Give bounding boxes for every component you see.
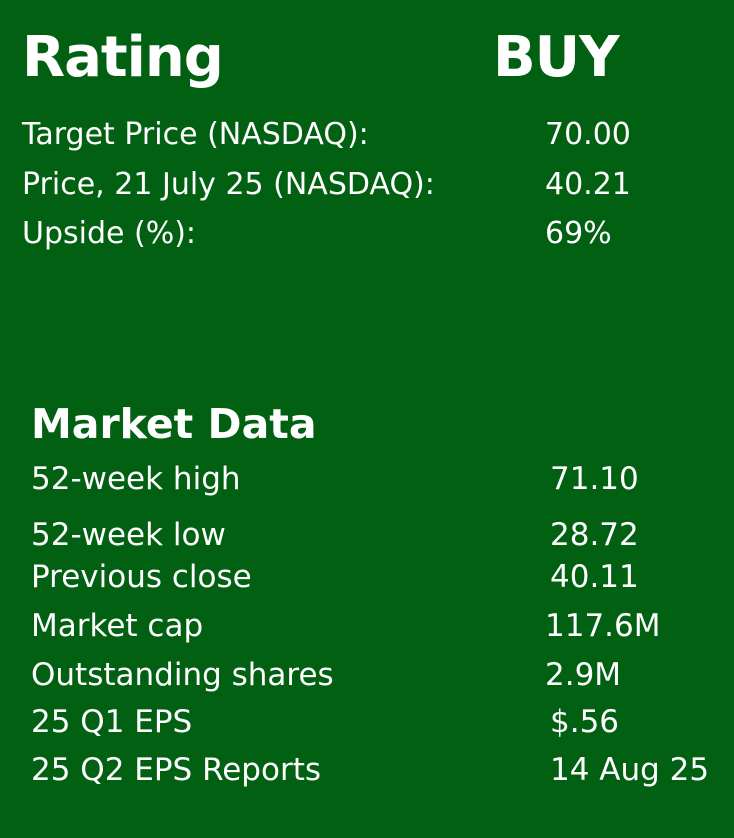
current-price-value: 40.21 — [545, 167, 631, 202]
market-data-title: Market Data — [31, 400, 317, 448]
target-price-label: Target Price (NASDAQ): — [22, 117, 369, 152]
q1-eps-value: $.56 — [550, 704, 620, 740]
target-price-value: 70.00 — [545, 117, 631, 152]
current-price-label: Price, 21 July 25 (NASDAQ): — [22, 167, 435, 202]
market-cap-value: 117.6M — [545, 608, 661, 644]
week52-high-label: 52-week high — [31, 461, 241, 497]
market-cap-label: Market cap — [31, 608, 204, 644]
q2-eps-reports-label: 25 Q2 EPS Reports — [31, 752, 322, 788]
previous-close-value: 40.11 — [550, 559, 639, 595]
rating-title: Rating — [22, 25, 224, 90]
week52-high-value: 71.10 — [550, 461, 639, 497]
upside-value: 69% — [545, 216, 612, 251]
q2-eps-reports-value: 14 Aug 25 — [550, 752, 710, 788]
week52-low-label: 52-week low — [31, 517, 226, 553]
q1-eps-label: 25 Q1 EPS — [31, 704, 193, 740]
rating-value: BUY — [493, 25, 620, 90]
upside-label: Upside (%): — [22, 216, 197, 251]
outstanding-shares-value: 2.9M — [545, 657, 622, 693]
outstanding-shares-label: Outstanding shares — [31, 657, 334, 693]
previous-close-label: Previous close — [31, 559, 252, 595]
week52-low-value: 28.72 — [550, 517, 639, 553]
